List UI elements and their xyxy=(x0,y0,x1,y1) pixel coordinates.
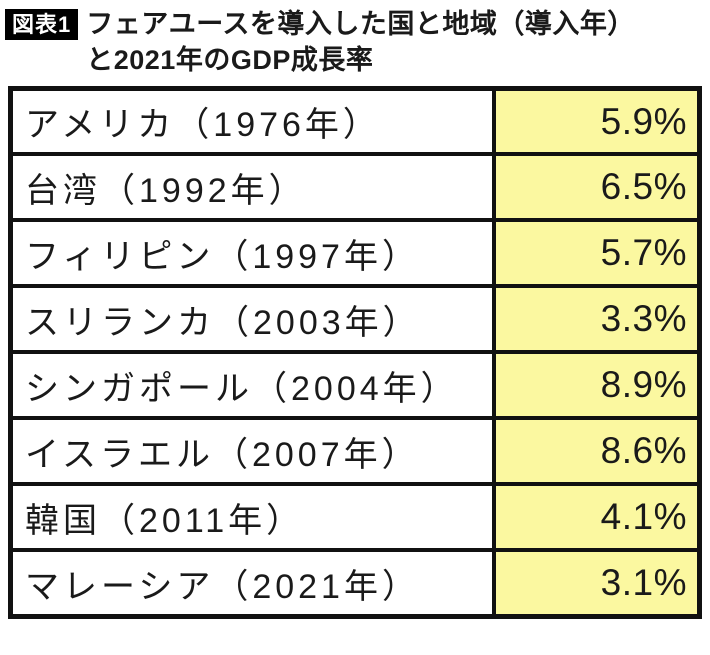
figure-title-line-1: フェアユースを導入した国と地域（導入年） xyxy=(86,9,635,39)
gdp-value-cell: 6.5% xyxy=(491,152,702,223)
table-row: イスラエル（2007年） 8.6% xyxy=(8,416,702,487)
figure-title-line-2: と2021年のGDP成長率 xyxy=(86,44,374,75)
figure-header: 図表1 フェアユースを導入した国と地域（導入年） と2021年のGDP成長率 xyxy=(0,0,710,79)
country-cell: 台湾（1992年） xyxy=(8,152,496,223)
table-row: シンガポール（2004年） 8.9% xyxy=(8,350,702,421)
table-row: 韓国（2011年） 4.1% xyxy=(8,482,702,553)
gdp-value-cell: 4.1% xyxy=(491,482,702,553)
country-cell: アメリカ（1976年） xyxy=(8,86,496,157)
gdp-growth-table: アメリカ（1976年） 5.9% 台湾（1992年） 6.5% フィリピン（19… xyxy=(8,85,702,619)
gdp-value-cell: 8.9% xyxy=(491,350,702,421)
country-cell: スリランカ（2003年） xyxy=(8,284,496,355)
figure-number-badge: 図表1 xyxy=(5,9,79,40)
table-row: フィリピン（1997年） 5.7% xyxy=(8,218,702,289)
table-row: 台湾（1992年） 6.5% xyxy=(8,152,702,223)
table-row: スリランカ（2003年） 3.3% xyxy=(8,284,702,355)
table-row: アメリカ（1976年） 5.9% xyxy=(8,86,702,157)
table-row: マレーシア（2021年） 3.1% xyxy=(8,548,702,619)
gdp-value-cell: 3.3% xyxy=(491,284,702,355)
gdp-value-cell: 5.9% xyxy=(491,86,702,157)
country-cell: 韓国（2011年） xyxy=(8,482,496,553)
figure-title: フェアユースを導入した国と地域（導入年） と2021年のGDP成長率 xyxy=(86,7,635,79)
gdp-value-cell: 3.1% xyxy=(491,548,702,619)
country-cell: イスラエル（2007年） xyxy=(8,416,496,487)
gdp-value-cell: 5.7% xyxy=(491,218,702,289)
country-cell: シンガポール（2004年） xyxy=(8,350,496,421)
gdp-value-cell: 8.6% xyxy=(491,416,702,487)
country-cell: マレーシア（2021年） xyxy=(8,548,496,619)
country-cell: フィリピン（1997年） xyxy=(8,218,496,289)
